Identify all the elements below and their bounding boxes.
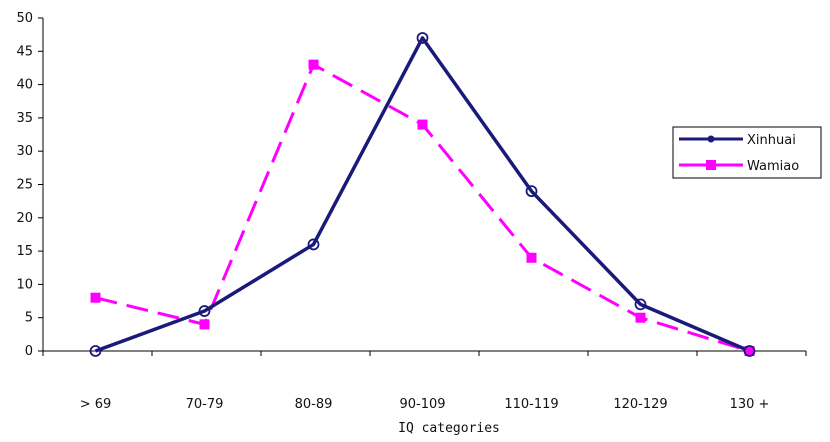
- legend: Xinhuai Wamiao: [672, 126, 822, 179]
- x-tick-label: 110-119: [504, 397, 558, 412]
- x-axis-title: IQ categories: [398, 421, 500, 436]
- legend-marker-xinhuai: [707, 135, 715, 143]
- data-point-wamiao: [417, 119, 428, 130]
- x-tick-label: 120-129: [613, 397, 667, 412]
- data-point-xinhuai: [416, 32, 429, 44]
- data-point-wamiao: [90, 292, 101, 303]
- data-point-xinhuai: [89, 345, 102, 357]
- x-axis-ticks: > 69 70-79 80-89 90-109 110-119 120-129 130 +: [42, 351, 807, 412]
- data-point-wamiao: [744, 346, 755, 356]
- y-tick-label: 5: [25, 311, 33, 326]
- legend-box: [672, 126, 822, 179]
- data-point-wamiao: [635, 312, 646, 323]
- y-tick-label: 10: [16, 277, 33, 292]
- y-axis-ticks: 0 5 10 15 20 25 30 35 40 45 50: [16, 11, 43, 359]
- y-tick-label: 35: [16, 111, 33, 126]
- data-point-xinhuai: [743, 345, 756, 357]
- axes: [42, 18, 806, 352]
- y-tick-label: 15: [16, 244, 33, 259]
- x-tick-label: 80-89: [295, 397, 333, 412]
- data-point-xinhuai: [525, 185, 538, 198]
- series-markers: [89, 32, 756, 357]
- y-tick-label: 20: [16, 211, 33, 226]
- x-tick-label: > 69: [80, 397, 112, 412]
- data-point-xinhuai: [198, 305, 211, 317]
- series-line-xinhuai: [94, 36, 751, 353]
- x-tick-label: 90-109: [399, 397, 445, 412]
- y-tick-label: 45: [16, 44, 33, 59]
- y-tick-label: 30: [16, 144, 33, 159]
- data-point-xinhuai: [307, 238, 320, 251]
- series-lines: [94, 36, 751, 353]
- data-point-wamiao: [199, 319, 210, 330]
- y-tick-label: 50: [16, 11, 33, 26]
- data-point-xinhuai: [634, 298, 647, 311]
- legend-label-xinhuai: Xinhuai: [747, 133, 796, 148]
- data-point-wamiao: [308, 59, 319, 70]
- x-tick-label: 130 +: [730, 397, 770, 412]
- data-point-wamiao: [526, 252, 537, 263]
- y-tick-label: 0: [25, 344, 33, 359]
- x-tick-label: 70-79: [186, 397, 224, 412]
- legend-marker-wamiao: [706, 160, 716, 170]
- y-tick-label: 25: [16, 178, 33, 193]
- legend-label-wamiao: Wamiao: [747, 159, 799, 174]
- y-tick-label: 40: [16, 78, 33, 93]
